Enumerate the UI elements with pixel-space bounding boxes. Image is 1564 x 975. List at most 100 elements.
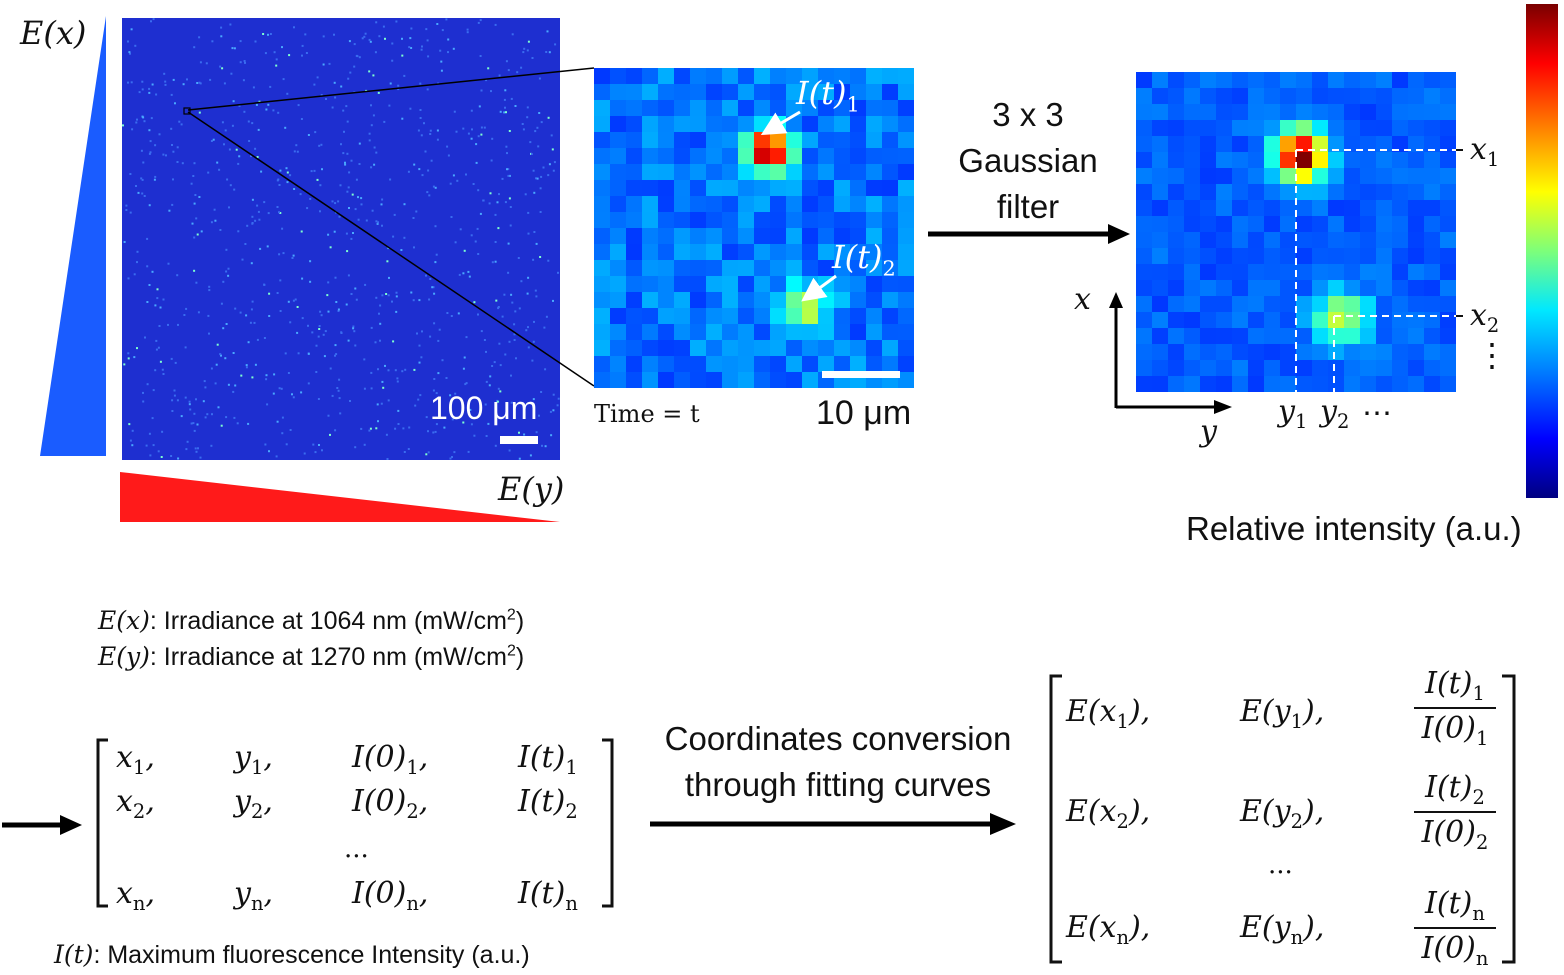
overview-spot <box>360 197 363 200</box>
heatmap-pixel <box>818 212 835 229</box>
overview-spot <box>141 88 144 91</box>
heatmap-pixel <box>1248 88 1265 105</box>
heatmap-pixel <box>898 260 914 277</box>
colorbar-label: Relative intensity (a.u.) <box>1186 510 1522 547</box>
heatmap-pixel <box>898 148 914 165</box>
overview-spot <box>135 185 137 187</box>
overview-spot <box>338 397 341 400</box>
overview-spot <box>170 93 173 96</box>
heatmap-pixel <box>1440 328 1456 345</box>
overview-spot <box>242 79 245 82</box>
overview-spot <box>450 315 453 317</box>
overview-spot <box>363 443 366 446</box>
heatmap-pixel <box>610 308 627 325</box>
heatmap-pixel <box>1424 104 1441 121</box>
heatmap-pixel <box>626 84 643 101</box>
heatmap-pixel <box>1264 168 1281 185</box>
heatmap-pixel <box>1280 104 1297 121</box>
overview-spot <box>494 241 497 243</box>
heatmap-pixel <box>626 100 643 117</box>
heatmap-pixel <box>1312 312 1329 329</box>
heatmap-pixel <box>1232 344 1249 361</box>
overview-spot <box>232 390 235 393</box>
overview-spot <box>374 341 377 344</box>
overview-spot <box>314 131 317 134</box>
overview-spot <box>263 283 266 286</box>
axis-y-label: y <box>1200 414 1217 449</box>
overview-spot <box>230 72 233 75</box>
heatmap-pixel <box>690 84 707 101</box>
overview-spot <box>161 368 164 371</box>
heatmap-pixel <box>1216 104 1233 121</box>
heatmap-pixel <box>834 100 851 117</box>
heatmap-pixel <box>610 180 627 197</box>
overview-spot <box>391 59 394 62</box>
heatmap-pixel <box>850 116 867 133</box>
overview-spot <box>499 110 502 113</box>
heatmap-pixel <box>1424 280 1441 297</box>
heatmap-pixel <box>802 324 819 341</box>
heatmap-pixel <box>1280 72 1297 89</box>
heatmap-pixel <box>674 84 691 101</box>
overview-spot <box>193 269 196 272</box>
heatmap-pixel <box>1232 216 1249 233</box>
heatmap-pixel <box>770 148 787 165</box>
overview-spot <box>346 120 349 123</box>
heatmap-pixel <box>1248 152 1265 169</box>
heatmap-pixel <box>1152 344 1169 361</box>
overview-spot <box>174 102 176 105</box>
heatmap-pixel <box>674 116 691 133</box>
heatmap-pixel <box>1376 264 1393 281</box>
overview-spot <box>334 96 337 99</box>
heatmap-pixel <box>1152 312 1169 329</box>
overview-spot <box>420 48 423 51</box>
overview-spot <box>417 398 420 401</box>
overview-spot <box>388 104 391 107</box>
heatmap-pixel <box>770 180 787 197</box>
overview-spot <box>541 444 543 447</box>
overview-spot <box>223 82 226 85</box>
overview-spot <box>225 323 228 325</box>
overview-spot <box>498 74 501 77</box>
overview-spot <box>148 91 151 94</box>
heatmap-pixel <box>1168 264 1185 281</box>
overview-spot <box>387 399 390 402</box>
heatmap-pixel <box>898 212 914 229</box>
overview-spot <box>357 218 360 221</box>
overview-spot <box>433 322 436 325</box>
heatmap-pixel <box>1136 296 1153 313</box>
heatmap-pixel <box>1296 248 1313 265</box>
heatmap-pixel <box>674 228 691 245</box>
overview-spot <box>216 343 219 346</box>
overview-spot <box>387 247 390 250</box>
heatmap-pixel <box>1168 344 1185 361</box>
overview-spot <box>253 321 256 324</box>
overview-spot <box>462 367 465 370</box>
overview-spot <box>464 383 467 386</box>
overview-spot <box>360 427 363 430</box>
overview-spot <box>376 222 379 225</box>
overview-spot <box>195 450 198 453</box>
heatmap-pixel <box>1344 104 1361 121</box>
overview-spot <box>127 352 130 355</box>
heatmap-pixel <box>882 228 899 245</box>
overview-spot <box>479 19 482 22</box>
heatmap-pixel <box>1440 216 1456 233</box>
heatmap-pixel <box>850 164 867 181</box>
overview-spot <box>273 373 276 376</box>
heatmap-pixel <box>1376 72 1393 89</box>
heatmap-pixel <box>1360 376 1377 392</box>
overview-spot <box>419 117 422 119</box>
overview-spot <box>412 217 415 219</box>
heatmap-pixel <box>1312 232 1329 249</box>
heatmap-pixel <box>642 244 659 261</box>
overview-spot <box>300 230 303 233</box>
overview-spot <box>513 333 516 336</box>
heatmap-pixel <box>1408 328 1425 345</box>
overview-spot <box>247 341 250 344</box>
heatmap-pixel <box>610 212 627 229</box>
heatmap-pixel <box>674 260 691 277</box>
heatmap-pixel <box>674 276 691 293</box>
overview-spot <box>487 67 490 70</box>
